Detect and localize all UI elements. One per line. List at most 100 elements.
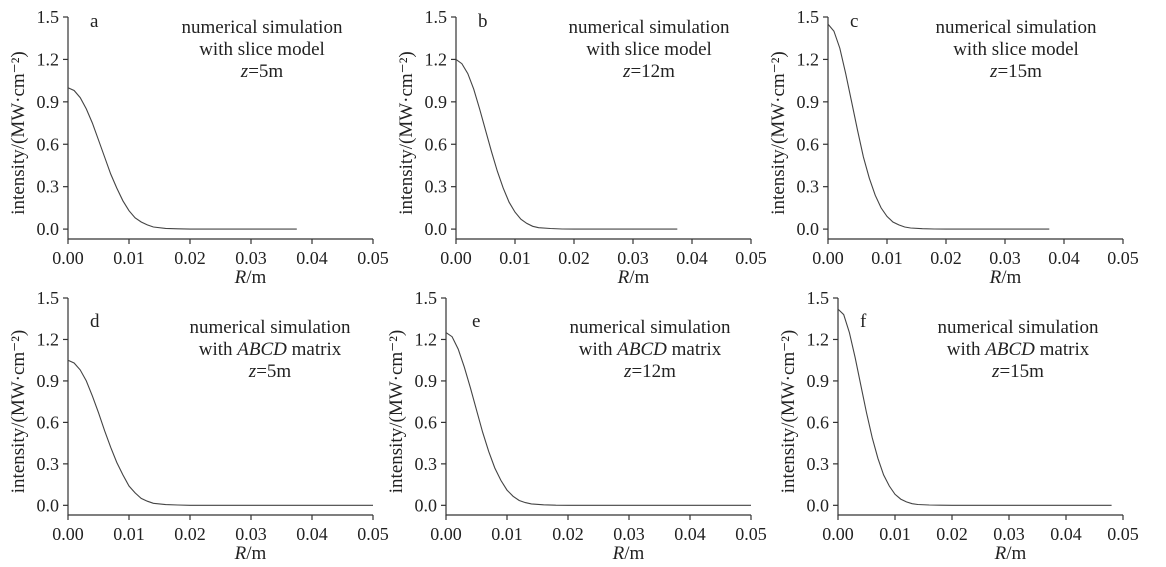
chart-panel-b: 0.00 0.01 0.02 0.03 0.04 0.05 0.0 0.3 0.6 0.9 1.2 1… <box>396 7 767 288</box>
intensity-curve <box>837 308 1112 506</box>
annotation-line: with ABCD matrix <box>199 339 342 360</box>
annotation-line: numerical simulation <box>182 17 343 38</box>
x-tick-label: 0.01 <box>499 248 531 268</box>
x-tick-label: 0.00 <box>430 524 462 544</box>
y-axis-label: intensity/(MW·cm⁻²) <box>778 330 799 493</box>
y-tick-label: 1.5 <box>37 288 60 308</box>
y-tick-label: 0.0 <box>37 495 60 515</box>
x-tick-label: 0.05 <box>735 248 767 268</box>
intensity-curve <box>827 23 1050 230</box>
y-tick-label: 0.9 <box>425 92 448 112</box>
chart-panel-a: 0.00 0.01 0.02 0.03 0.04 0.05 0.0 0.3 0.6 0.9 1.2 1… <box>8 7 389 288</box>
x-axis-label: R/m <box>989 267 1022 288</box>
x-tick-label: 0.05 <box>357 524 389 544</box>
intensity-curve <box>67 87 297 230</box>
annotation-line: z=12m <box>623 361 676 382</box>
x-tick-label: 0.03 <box>235 248 267 268</box>
annotation-line: numerical simulation <box>936 17 1097 38</box>
x-tick-label: 0.04 <box>1048 248 1080 268</box>
panel-letter: d <box>90 311 100 332</box>
annotation-line: with ABCD matrix <box>579 339 722 360</box>
y-tick-label: 0.3 <box>415 454 438 474</box>
x-tick-label: 0.04 <box>1050 524 1082 544</box>
x-axis-label: R/m <box>617 267 650 288</box>
y-tick-label: 1.2 <box>37 49 60 69</box>
annotation-line: numerical simulation <box>938 317 1099 338</box>
annotation-line: numerical simulation <box>570 317 731 338</box>
x-tick-label: 0.01 <box>113 524 145 544</box>
y-tick-label: 1.5 <box>415 288 438 308</box>
y-tick-label: 0.3 <box>425 177 448 197</box>
annotation-line: z=15m <box>989 61 1042 82</box>
panel-letter: b <box>478 11 488 32</box>
x-tick-label: 0.03 <box>235 524 267 544</box>
annotation-line: z=12m <box>622 61 675 82</box>
x-tick-label: 0.00 <box>822 524 854 544</box>
x-tick-label: 0.04 <box>296 248 328 268</box>
x-axis-label: R/m <box>612 543 645 564</box>
y-tick-label: 1.2 <box>37 329 60 349</box>
x-tick-label: 0.02 <box>930 248 962 268</box>
y-tick-label: 0.9 <box>797 92 820 112</box>
x-tick-label: 0.02 <box>174 524 206 544</box>
x-tick-label: 0.01 <box>113 248 145 268</box>
x-tick-label: 0.03 <box>613 524 645 544</box>
annotation-line: numerical simulation <box>569 17 730 38</box>
x-tick-label: 0.01 <box>879 524 911 544</box>
y-axis-label: intensity/(MW·cm⁻²) <box>8 330 29 493</box>
y-axis-label: intensity/(MW·cm⁻²) <box>768 51 789 214</box>
x-tick-label: 0.00 <box>812 248 844 268</box>
y-tick-label: 0.9 <box>807 371 830 391</box>
x-tick-label: 0.03 <box>617 248 649 268</box>
x-tick-label: 0.02 <box>936 524 968 544</box>
annotation-line: numerical simulation <box>190 317 351 338</box>
x-tick-label: 0.02 <box>174 248 206 268</box>
y-tick-label: 0.3 <box>807 454 830 474</box>
x-axis-label: R/m <box>234 543 267 564</box>
x-tick-label: 0.05 <box>357 248 389 268</box>
y-tick-label: 0.0 <box>37 219 60 239</box>
y-tick-label: 1.2 <box>425 49 448 69</box>
chart-panel-f: 0.00 0.01 0.02 0.03 0.04 0.05 0.0 0.3 0.6 0.9 1.2 1… <box>778 288 1139 564</box>
panel-letter: a <box>90 11 99 32</box>
x-tick-label: 0.00 <box>52 524 84 544</box>
x-axis-label: R/m <box>994 543 1027 564</box>
y-tick-label: 0.6 <box>807 412 830 432</box>
annotation-line: with slice model <box>953 39 1079 60</box>
annotation-line: with slice model <box>586 39 712 60</box>
x-tick-label: 0.02 <box>558 248 590 268</box>
x-tick-label: 0.04 <box>674 524 706 544</box>
x-tick-label: 0.00 <box>440 248 472 268</box>
intensity-curve <box>445 332 751 506</box>
y-tick-label: 0.6 <box>425 134 448 154</box>
y-tick-label: 1.5 <box>807 288 830 308</box>
annotation-line: z=5m <box>240 61 284 82</box>
intensity-curve <box>67 359 373 506</box>
x-tick-label: 0.03 <box>993 524 1025 544</box>
y-tick-label: 0.9 <box>37 92 60 112</box>
y-tick-label: 0.9 <box>415 371 438 391</box>
annotation-line: with slice model <box>199 39 325 60</box>
y-tick-label: 0.3 <box>37 454 60 474</box>
chart-panel-d: 0.00 0.01 0.02 0.03 0.04 0.05 0.0 0.3 0.6 0.9 1.2 1… <box>8 288 389 564</box>
y-tick-label: 1.5 <box>425 7 448 27</box>
y-tick-label: 1.5 <box>797 7 820 27</box>
y-axis-label: intensity/(MW·cm⁻²) <box>386 330 407 493</box>
annotation-line: with ABCD matrix <box>947 339 1090 360</box>
intensity-curve <box>455 58 678 230</box>
y-axis-label: intensity/(MW·cm⁻²) <box>396 51 417 214</box>
y-tick-label: 0.6 <box>797 134 820 154</box>
panel-letter: e <box>472 311 480 332</box>
x-tick-label: 0.05 <box>1107 248 1139 268</box>
y-tick-label: 0.6 <box>37 412 60 432</box>
x-tick-label: 0.00 <box>52 248 84 268</box>
y-tick-label: 0.0 <box>415 495 438 515</box>
x-tick-label: 0.04 <box>676 248 708 268</box>
y-tick-label: 0.6 <box>415 412 438 432</box>
chart-panel-c: 0.00 0.01 0.02 0.03 0.04 0.05 0.0 0.3 0.6 0.9 1.2 1… <box>768 7 1139 288</box>
y-tick-label: 1.2 <box>797 49 820 69</box>
x-tick-label: 0.03 <box>989 248 1021 268</box>
y-tick-label: 0.3 <box>797 177 820 197</box>
y-tick-label: 1.5 <box>37 7 60 27</box>
y-tick-label: 1.2 <box>807 329 830 349</box>
